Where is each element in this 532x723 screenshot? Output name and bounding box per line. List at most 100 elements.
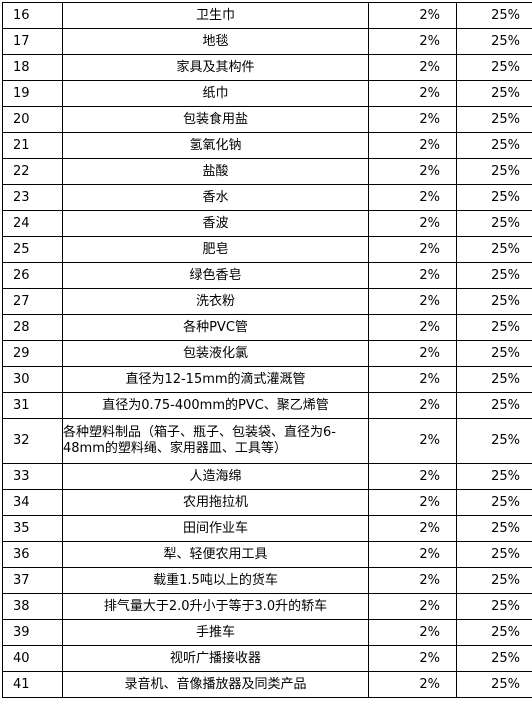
- rate-a-cell: 2%: [368, 645, 457, 672]
- item-number: 27: [13, 293, 30, 309]
- rate-b: 25%: [491, 33, 520, 49]
- item-number-cell: 30: [2, 366, 63, 393]
- rate-a-cell: 2%: [368, 340, 457, 367]
- item-name-cell: 绿色香皂: [62, 262, 369, 289]
- table-row: 22 盐酸 2% 25%: [2, 158, 532, 185]
- rate-b-cell: 25%: [456, 418, 532, 464]
- item-number-cell: 18: [2, 54, 63, 81]
- rate-b-cell: 25%: [456, 619, 532, 646]
- item-number-cell: 41: [2, 671, 63, 698]
- rate-b: 25%: [491, 468, 520, 484]
- rate-b-cell: 25%: [456, 593, 532, 620]
- item-number-cell: 20: [2, 106, 63, 133]
- rate-a-cell: 2%: [368, 541, 457, 568]
- table-row: 33 人造海绵 2% 25%: [2, 463, 532, 490]
- rate-a: 2%: [419, 520, 440, 536]
- item-number-cell: 27: [2, 288, 63, 315]
- item-number: 18: [13, 59, 30, 75]
- rate-a-cell: 2%: [368, 463, 457, 490]
- table-row: 40 视听广播接收器 2% 25%: [2, 645, 532, 672]
- rate-a: 2%: [419, 267, 440, 283]
- rate-a-cell: 2%: [368, 567, 457, 594]
- rate-a-cell: 2%: [368, 366, 457, 393]
- item-number: 26: [13, 267, 30, 283]
- rate-b-cell: 25%: [456, 158, 532, 185]
- table-row: 32 各种塑料制品（箱子、瓶子、包装袋、直径为6-48mm的塑料绳、家用器皿、工具…: [2, 418, 532, 464]
- rate-a: 2%: [419, 163, 440, 179]
- tariff-table-body: 16 卫生巾 2% 25% 17 地毯 2% 25% 18 家具及其构件 2% 25% 19 纸巾 2% 25…: [2, 2, 532, 698]
- item-name-cell: 各种PVC管: [62, 314, 369, 341]
- item-name-cell: 纸巾: [62, 80, 369, 107]
- table-row: 25 肥皂 2% 25%: [2, 236, 532, 263]
- rate-a-cell: 2%: [368, 418, 457, 464]
- rate-a-cell: 2%: [368, 2, 457, 29]
- item-name: 农用拖拉机: [182, 494, 248, 510]
- item-name: 包装食用盐: [182, 111, 248, 127]
- rate-a: 2%: [419, 215, 440, 231]
- table-row: 38 排气量大于2.0升小于等于3.0升的轿车 2% 25%: [2, 593, 532, 620]
- item-number-cell: 33: [2, 463, 63, 490]
- item-name: 盐酸: [202, 163, 229, 179]
- item-number: 34: [13, 494, 30, 510]
- item-name: 绿色香皂: [189, 267, 242, 283]
- rate-a-cell: 2%: [368, 184, 457, 211]
- table-row: 34 农用拖拉机 2% 25%: [2, 489, 532, 516]
- rate-b: 25%: [491, 371, 520, 387]
- item-name-cell: 包装食用盐: [62, 106, 369, 133]
- rate-b: 25%: [491, 215, 520, 231]
- item-name-cell: 直径为0.75-400mm的PVC、聚乙烯管: [62, 392, 369, 419]
- rate-a: 2%: [419, 345, 440, 361]
- rate-b-cell: 25%: [456, 340, 532, 367]
- table-row: 37 载重1.5吨以上的货车 2% 25%: [2, 567, 532, 594]
- item-name: 包装液化氯: [182, 345, 248, 361]
- rate-b: 25%: [491, 111, 520, 127]
- item-name: 直径为12-15mm的滴式灌溉管: [125, 371, 306, 387]
- table-row: 23 香水 2% 25%: [2, 184, 532, 211]
- rate-b-cell: 25%: [456, 54, 532, 81]
- item-name-cell: 农用拖拉机: [62, 489, 369, 516]
- item-number: 39: [13, 624, 30, 640]
- item-name-cell: 人造海绵: [62, 463, 369, 490]
- table-row: 17 地毯 2% 25%: [2, 28, 532, 55]
- rate-b: 25%: [491, 319, 520, 335]
- item-name-cell: 洗衣粉: [62, 288, 369, 315]
- item-number: 30: [13, 371, 30, 387]
- rate-a-cell: 2%: [368, 28, 457, 55]
- item-name-cell: 氢氧化钠: [62, 132, 369, 159]
- item-name-cell: 地毯: [62, 28, 369, 55]
- table-row: 20 包装食用盐 2% 25%: [2, 106, 532, 133]
- rate-b-cell: 25%: [456, 463, 532, 490]
- item-name: 人造海绵: [189, 468, 242, 484]
- rate-b: 25%: [491, 676, 520, 692]
- rate-a: 2%: [419, 676, 440, 692]
- rate-b: 25%: [491, 85, 520, 101]
- item-number: 28: [13, 319, 30, 335]
- rate-a: 2%: [419, 650, 440, 666]
- rate-a-cell: 2%: [368, 392, 457, 419]
- item-number-cell: 40: [2, 645, 63, 672]
- rate-b: 25%: [491, 293, 520, 309]
- rate-b: 25%: [491, 163, 520, 179]
- rate-a: 2%: [419, 433, 440, 448]
- rate-a-cell: 2%: [368, 288, 457, 315]
- rate-b: 25%: [491, 241, 520, 257]
- rate-b-cell: 25%: [456, 314, 532, 341]
- table-row: 30 直径为12-15mm的滴式灌溉管 2% 25%: [2, 366, 532, 393]
- rate-a-cell: 2%: [368, 262, 457, 289]
- rate-b: 25%: [491, 520, 520, 536]
- item-name-cell: 视听广播接收器: [62, 645, 369, 672]
- item-number-cell: 38: [2, 593, 63, 620]
- table-row: 41 录音机、音像播放器及同类产品 2% 25%: [2, 671, 532, 698]
- item-number: 33: [13, 468, 30, 484]
- item-name: 卫生巾: [195, 7, 235, 23]
- rate-a-cell: 2%: [368, 80, 457, 107]
- item-number: 16: [13, 7, 30, 23]
- table-row: 19 纸巾 2% 25%: [2, 80, 532, 107]
- item-number: 23: [13, 189, 30, 205]
- item-number: 41: [13, 676, 30, 692]
- item-number-cell: 37: [2, 567, 63, 594]
- rate-b-cell: 25%: [456, 567, 532, 594]
- item-name-cell: 各种塑料制品（箱子、瓶子、包装袋、直径为6-48mm的塑料绳、家用器皿、工具等）: [62, 418, 369, 464]
- item-number-cell: 29: [2, 340, 63, 367]
- table-row: 21 氢氧化钠 2% 25%: [2, 132, 532, 159]
